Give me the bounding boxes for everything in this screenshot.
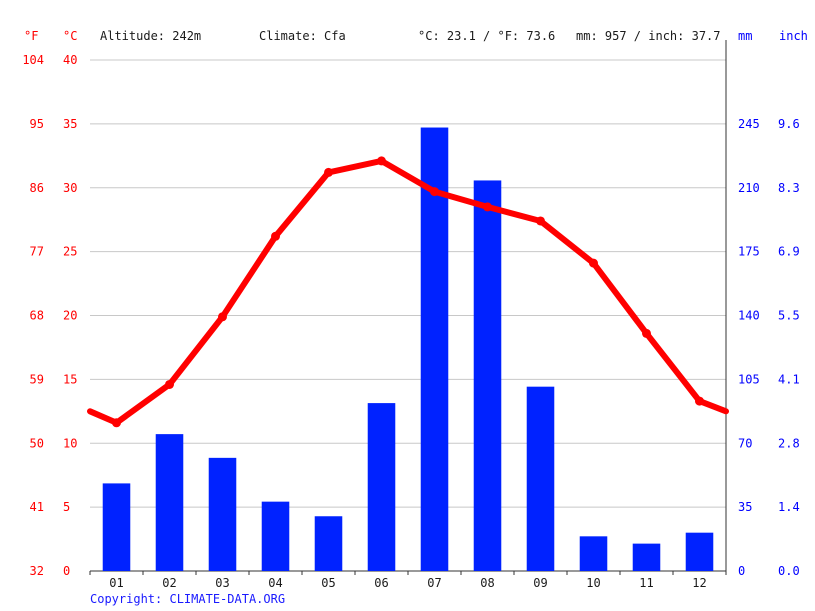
x-tick-label: 01	[109, 576, 123, 590]
inch-unit-label: inch	[779, 29, 808, 43]
precipitation-bar	[367, 403, 396, 571]
temperature-point	[430, 187, 439, 197]
celsius-unit-label: °C	[63, 29, 77, 43]
precipitation-bar	[314, 516, 343, 571]
mm-tick-label: 140	[738, 309, 760, 323]
inch-tick-label: 2.8	[778, 436, 800, 450]
fahrenheit-tick-label: 59	[30, 372, 44, 386]
mm-tick-label: 210	[738, 181, 760, 195]
x-tick-label: 04	[268, 576, 282, 590]
x-tick-label: 12	[692, 576, 706, 590]
inch-tick-label: 0.0	[778, 564, 800, 578]
temperature-point	[536, 216, 545, 226]
celsius-tick-label: 5	[63, 500, 70, 514]
temperature-point	[165, 379, 174, 389]
fahrenheit-tick-label: 77	[30, 245, 44, 259]
fahrenheit-tick-label: 32	[30, 564, 44, 578]
fahrenheit-tick-label: 104	[22, 53, 44, 67]
x-tick-label: 08	[480, 576, 494, 590]
precipitation-bar	[420, 127, 449, 572]
precipitation-bar	[261, 501, 290, 571]
temperature-point	[642, 328, 651, 338]
celsius-tick-label: 20	[63, 309, 77, 323]
mm-tick-label: 70	[738, 436, 752, 450]
precipitation-bar	[526, 386, 555, 571]
inch-tick-label: 8.3	[778, 181, 800, 195]
celsius-tick-label: 40	[63, 53, 77, 67]
x-tick-label: 09	[533, 576, 547, 590]
mm-tick-label: 35	[738, 500, 752, 514]
x-tick-label: 07	[427, 576, 441, 590]
temperature-point	[218, 312, 227, 322]
mm-tick-label: 105	[738, 372, 760, 386]
precipitation-bars	[102, 127, 714, 572]
precipitation-total-label: mm: 957 / inch: 37.7	[576, 29, 721, 43]
temperature-point	[589, 258, 598, 268]
precipitation-bar	[102, 483, 131, 571]
x-tick-label: 11	[639, 576, 653, 590]
tick-labels: 1049586776859504132403530252015105024521…	[22, 53, 799, 590]
precipitation-bar	[155, 434, 184, 571]
inch-tick-label: 4.1	[778, 372, 800, 386]
fahrenheit-tick-label: 68	[30, 309, 44, 323]
fahrenheit-unit-label: °F	[24, 29, 38, 43]
temperature-point	[271, 231, 280, 241]
temperature-point	[695, 396, 704, 406]
celsius-tick-label: 10	[63, 436, 77, 450]
altitude-label: Altitude: 242m	[100, 29, 201, 43]
temperature-point	[483, 202, 492, 212]
x-tick-label: 02	[162, 576, 176, 590]
inch-tick-label: 5.5	[778, 309, 800, 323]
celsius-tick-label: 35	[63, 117, 77, 131]
mm-tick-label: 175	[738, 245, 760, 259]
celsius-tick-label: 25	[63, 245, 77, 259]
temperature-point	[324, 167, 333, 177]
precipitation-bar	[685, 532, 714, 571]
x-tick-label: 03	[215, 576, 229, 590]
precipitation-bar	[473, 180, 502, 571]
climate-label: Climate: Cfa	[259, 29, 346, 43]
fahrenheit-tick-label: 95	[30, 117, 44, 131]
temperature-point	[377, 156, 386, 166]
axes	[89, 40, 727, 575]
x-tick-label: 06	[374, 576, 388, 590]
mm-tick-label: 245	[738, 117, 760, 131]
temperature-series-line	[87, 157, 729, 426]
temperature-line	[87, 156, 729, 428]
fahrenheit-tick-label: 50	[30, 436, 44, 450]
celsius-tick-label: 0	[63, 564, 70, 578]
temperature-point	[112, 418, 121, 428]
fahrenheit-tick-label: 41	[30, 500, 44, 514]
precipitation-bar	[208, 457, 237, 571]
precipitation-bar	[632, 543, 661, 571]
x-tick-label: 05	[321, 576, 335, 590]
inch-tick-label: 9.6	[778, 117, 800, 131]
celsius-tick-label: 15	[63, 372, 77, 386]
grid-lines	[90, 59, 726, 508]
mm-unit-label: mm	[738, 29, 752, 43]
x-tick-label: 10	[586, 576, 600, 590]
inch-tick-label: 6.9	[778, 245, 800, 259]
celsius-tick-label: 30	[63, 181, 77, 195]
temperature-average-label: °C: 23.1 / °F: 73.6	[418, 29, 555, 43]
fahrenheit-tick-label: 86	[30, 181, 44, 195]
copyright-label: Copyright: CLIMATE-DATA.ORG	[90, 592, 285, 606]
inch-tick-label: 1.4	[778, 500, 800, 514]
mm-tick-label: 0	[738, 564, 745, 578]
precipitation-bar	[579, 536, 608, 571]
